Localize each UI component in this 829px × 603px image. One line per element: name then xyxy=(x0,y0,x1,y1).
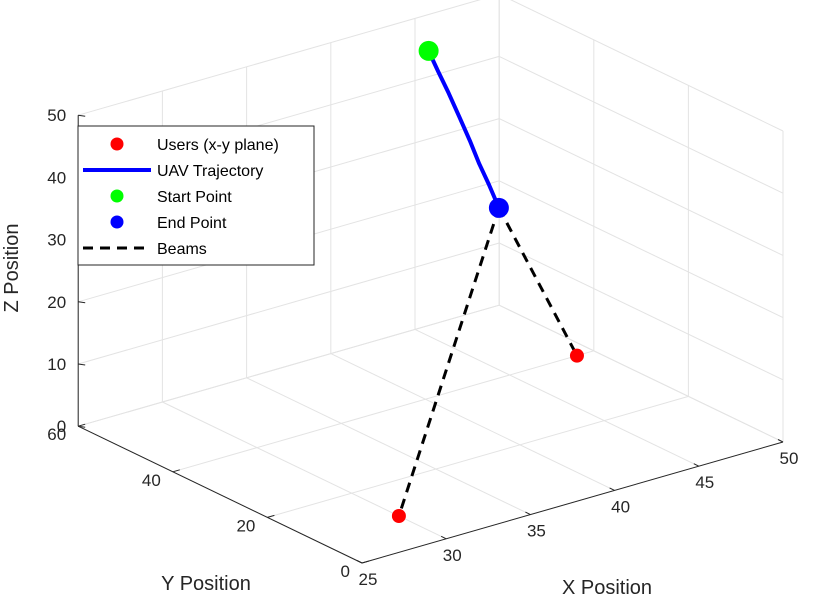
y-tick-label: 20 xyxy=(236,516,255,535)
grid-line-floor-x xyxy=(246,377,531,516)
x-tick-mark xyxy=(609,487,615,491)
legend-marker-dot xyxy=(110,137,124,151)
grid-line-backwall-z xyxy=(78,0,481,116)
x-tick-label: 35 xyxy=(527,522,546,541)
legend-marker-dot xyxy=(110,189,124,203)
legend-label: UAV Trajectory xyxy=(157,163,263,180)
grid-line-sidewall-z xyxy=(498,55,784,194)
legend: Users (x-y plane) UAV Trajectory Start Poi… xyxy=(77,125,315,266)
grid-line-floor-x xyxy=(330,353,615,491)
user-point xyxy=(569,348,584,363)
grid-line-floor-y xyxy=(172,350,594,473)
legend-label: End Point xyxy=(157,215,227,232)
y-tick-mark xyxy=(361,560,370,564)
z-tick-label: 0 xyxy=(57,417,66,436)
x-tick-mark xyxy=(777,439,784,443)
user-point xyxy=(391,509,406,523)
z-tick-mark xyxy=(78,301,86,304)
grid-line-sidewall-z xyxy=(498,118,784,256)
legend-label: Beams xyxy=(157,241,207,258)
x-tick-label: 25 xyxy=(359,570,378,589)
legend-marker-dot xyxy=(110,215,124,229)
end-point xyxy=(488,197,509,218)
z-tick-label: 50 xyxy=(47,106,66,125)
z-tick-mark xyxy=(78,363,86,366)
y-tick-label: 60 xyxy=(47,425,66,444)
x-tick-label: 45 xyxy=(695,473,714,492)
x-tick-mark xyxy=(693,463,700,467)
legend-label: Start Point xyxy=(157,189,232,206)
x-tick-mark xyxy=(440,535,447,540)
y-tick-label: 40 xyxy=(142,471,161,490)
y-tick-label: 0 xyxy=(341,562,350,581)
grid-line-sidewall-z xyxy=(498,242,784,381)
y-axis-label: Y Position xyxy=(161,573,251,595)
z-tick-label: 20 xyxy=(47,293,66,312)
grid-line-sidewall-z xyxy=(498,180,784,319)
z-tick-mark xyxy=(78,114,86,117)
grid-line-sidewall-z xyxy=(510,0,784,132)
data-layer xyxy=(391,40,584,523)
x-tick-label: 40 xyxy=(611,497,630,516)
grid-line-backwall-z xyxy=(78,242,500,365)
grid xyxy=(77,0,784,564)
z-tick-label: 40 xyxy=(47,168,66,187)
beam-line xyxy=(497,207,579,357)
start-point xyxy=(418,40,439,61)
x-tick-label: 30 xyxy=(443,546,462,565)
beam-line xyxy=(397,207,501,517)
y-tick-mark xyxy=(172,469,180,473)
grid-line-floor-x xyxy=(414,328,700,467)
grid-line-floor-y xyxy=(267,395,689,518)
x-tick-label: 50 xyxy=(780,449,799,468)
y-tick-mark xyxy=(267,514,275,518)
x-tick-mark xyxy=(525,511,531,516)
x-axis-line xyxy=(361,441,784,564)
z-tick-mark xyxy=(78,425,86,428)
z-tick-label: 10 xyxy=(47,355,66,374)
x-axis-label: X Position xyxy=(562,577,652,599)
legend-label: Users (x-y plane) xyxy=(157,137,279,154)
z-axis-label: Z Position xyxy=(1,224,23,313)
uav-trajectory-line xyxy=(426,48,501,210)
grid-line-sidewall-z xyxy=(498,304,784,443)
y-axis-line xyxy=(77,425,363,564)
z-tick-label: 30 xyxy=(47,231,66,250)
grid-line-backwall-z xyxy=(78,304,500,427)
x-tick-mark xyxy=(356,560,363,564)
